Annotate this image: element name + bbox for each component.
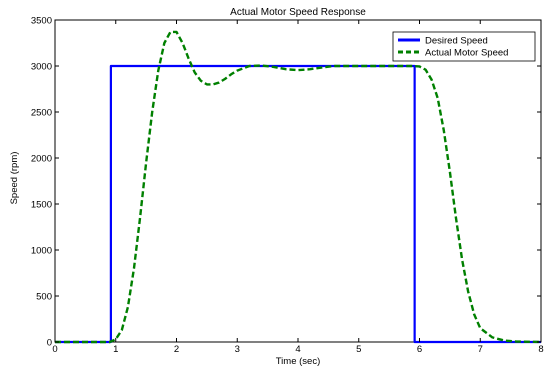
y-tick-label: 1500 xyxy=(31,200,52,211)
y-tick-label: 2000 xyxy=(31,154,52,165)
x-tick-label: 4 xyxy=(295,344,300,355)
plot-frame xyxy=(54,19,542,343)
series-layer xyxy=(55,30,542,344)
chart-title: Actual Motor Speed Response xyxy=(230,7,366,18)
x-tick-label: 8 xyxy=(538,344,543,355)
y-tick-label: 2500 xyxy=(31,108,52,119)
plot-area: 0 1 2 3 4 5 6 7 8 0 500 1000 1500 2000 2500 3000 3500 xyxy=(31,16,544,356)
y-axis-label: Speed (rpm) xyxy=(9,152,20,205)
legend-label-desired-speed: Desired Speed xyxy=(425,36,488,47)
legend-box xyxy=(392,31,536,62)
legend: Desired Speed Actual Motor Speed xyxy=(392,31,536,62)
legend-label-actual-motor-speed: Actual Motor Speed xyxy=(425,48,508,59)
y-tick-label: 0 xyxy=(47,338,52,349)
x-tick-label: 0 xyxy=(52,344,57,355)
y-tick-label: 1000 xyxy=(31,246,52,257)
x-tick-label: 5 xyxy=(356,344,361,355)
x-axis-label: Time (sec) xyxy=(276,356,321,367)
x-tick-label: 7 xyxy=(478,344,483,355)
x-tick-label: 1 xyxy=(113,344,118,355)
y-tick-label: 3000 xyxy=(31,62,52,73)
series-line-actual-motor-speed xyxy=(55,30,542,344)
y-tick-label: 500 xyxy=(36,292,52,303)
ticks-layer: 0 1 2 3 4 5 6 7 8 0 500 1000 1500 2000 2500 3000 3500 xyxy=(31,16,544,356)
x-tick-label: 2 xyxy=(174,344,179,355)
y-tick-label: 3500 xyxy=(31,16,52,27)
x-tick-label: 6 xyxy=(417,344,422,355)
x-tick-label: 3 xyxy=(235,344,240,355)
